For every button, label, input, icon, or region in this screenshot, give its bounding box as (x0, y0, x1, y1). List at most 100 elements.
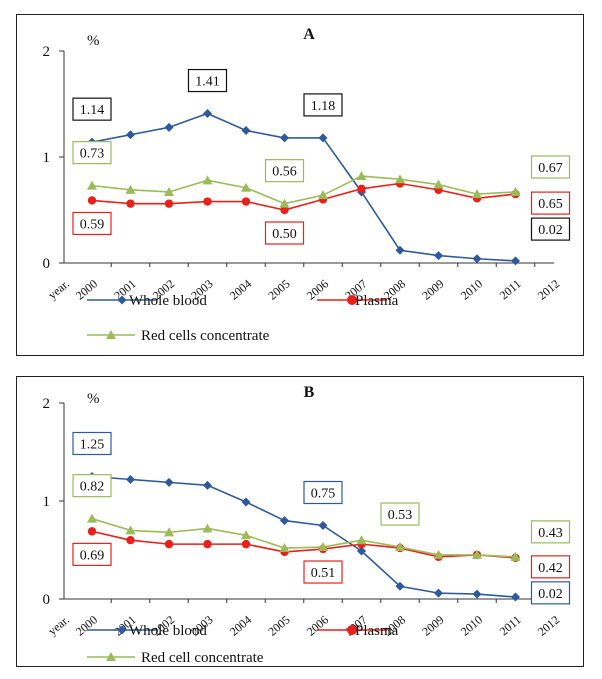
legend-label: Plasma (355, 623, 399, 639)
data-point-circle (203, 197, 212, 206)
data-label: 0.42 (538, 561, 563, 576)
data-point-diamond (203, 480, 212, 490)
data-point-triangle (318, 190, 328, 200)
data-point-circle (126, 199, 135, 208)
data-point-diamond (511, 592, 520, 602)
data-point-diamond (280, 516, 289, 526)
x-axis-start-label: year. (45, 613, 72, 639)
chart-panel-a: A% 0 1 2 year. 2000 2001 2002 2003 2004 2005 2006 20… (16, 14, 584, 356)
data-point-triangle (202, 175, 213, 185)
data-point-triangle (433, 549, 444, 559)
series-line-triangle (91, 175, 516, 205)
series-line-diamond (91, 475, 516, 598)
series-line-circle (91, 530, 516, 559)
data-point-diamond (434, 588, 443, 598)
data-point-diamond (126, 474, 135, 484)
x-tick-label: 2004 (227, 277, 254, 303)
chart-panel-b: B% 0 1 2 year. 2000 2001 2002 2003 2004 2005 2006 20… (16, 376, 584, 667)
data-point-triangle (433, 179, 444, 189)
chart-title: A (303, 26, 315, 43)
data-point-triangle (279, 543, 290, 553)
data-point-diamond (511, 256, 520, 266)
data-label-box (72, 211, 112, 236)
data-point-circle (164, 539, 174, 549)
data-point-triangle (87, 513, 97, 523)
y-tick-label: 1 (43, 494, 51, 510)
legend-marker-diamond (117, 295, 127, 305)
data-point-triangle (510, 551, 521, 561)
x-tick-label: 2012 (535, 277, 562, 303)
y-axis-unit-label: % (87, 33, 100, 49)
series-line-triangle (91, 517, 516, 558)
data-point-circle (241, 539, 251, 549)
data-point-circle (203, 539, 212, 549)
data-label: 0.56 (272, 165, 297, 180)
data-label: 0.59 (80, 217, 105, 232)
data-label: 0.43 (538, 526, 563, 541)
data-point-diamond (472, 254, 482, 264)
data-label-box (264, 221, 305, 245)
data-point-diamond (280, 133, 289, 143)
data-label: 0.82 (80, 480, 105, 495)
data-point-diamond (241, 126, 251, 135)
y-tick-label: 2 (43, 396, 51, 412)
data-label: 0.02 (538, 587, 563, 602)
data-label-box (303, 480, 343, 505)
data-point-diamond (318, 133, 328, 143)
data-label-box (72, 542, 112, 566)
data-point-diamond (126, 130, 135, 140)
x-tick-label: 2009 (419, 277, 446, 303)
legend-label: Whole blood (129, 293, 207, 309)
x-tick-label: 2004 (227, 613, 254, 639)
data-point-triangle (241, 530, 251, 540)
data-point-triangle (395, 542, 405, 552)
data-point-triangle (202, 523, 213, 533)
data-point-triangle (472, 549, 482, 559)
data-point-diamond (164, 477, 174, 487)
data-point-circle (164, 199, 174, 208)
data-label: 0.53 (388, 508, 413, 523)
data-label: 1.14 (80, 103, 105, 118)
data-label-box (72, 141, 112, 165)
data-point-diamond (395, 581, 405, 591)
data-point-diamond (203, 109, 212, 119)
data-point-triangle (164, 186, 174, 196)
x-tick-label: 2000 (73, 277, 100, 303)
data-label: 1.25 (80, 438, 105, 453)
x-tick-label: 2009 (419, 613, 446, 639)
data-label: 0.73 (80, 147, 105, 162)
data-label-box (303, 93, 343, 117)
series-line-diamond (91, 112, 516, 262)
y-tick-label: 0 (43, 256, 51, 272)
data-point-circle (87, 196, 97, 205)
data-label-box (530, 217, 571, 241)
y-tick-label: 1 (43, 150, 51, 166)
series-line-circle (91, 182, 516, 211)
x-tick-label: 2010 (458, 613, 485, 639)
data-point-triangle (472, 189, 482, 199)
data-point-triangle (510, 186, 521, 196)
data-point-triangle (318, 542, 328, 552)
x-tick-label: 2010 (458, 277, 485, 303)
data-point-triangle (87, 180, 97, 190)
y-tick-label: 0 (43, 592, 51, 608)
legend-marker-triangle (106, 652, 116, 661)
data-point-circle (280, 205, 289, 215)
data-point-diamond (241, 497, 251, 507)
data-label: 0.75 (311, 487, 336, 502)
data-label: 0.51 (311, 566, 336, 581)
legend-marker-circle (347, 295, 357, 305)
data-label-box (530, 520, 571, 544)
data-point-triangle (125, 525, 136, 535)
x-tick-label: 2000 (73, 613, 100, 639)
data-label: 1.18 (311, 99, 336, 114)
data-point-circle (87, 527, 97, 536)
data-point-diamond (472, 589, 482, 599)
x-tick-label: 2012 (535, 613, 562, 639)
x-axis-start-label: year. (45, 277, 72, 303)
x-tick-label: 2005 (265, 277, 292, 303)
data-label: 0.65 (538, 197, 563, 212)
data-label-box (530, 155, 571, 179)
data-label: 0.67 (538, 161, 563, 176)
data-label-box (530, 581, 571, 605)
